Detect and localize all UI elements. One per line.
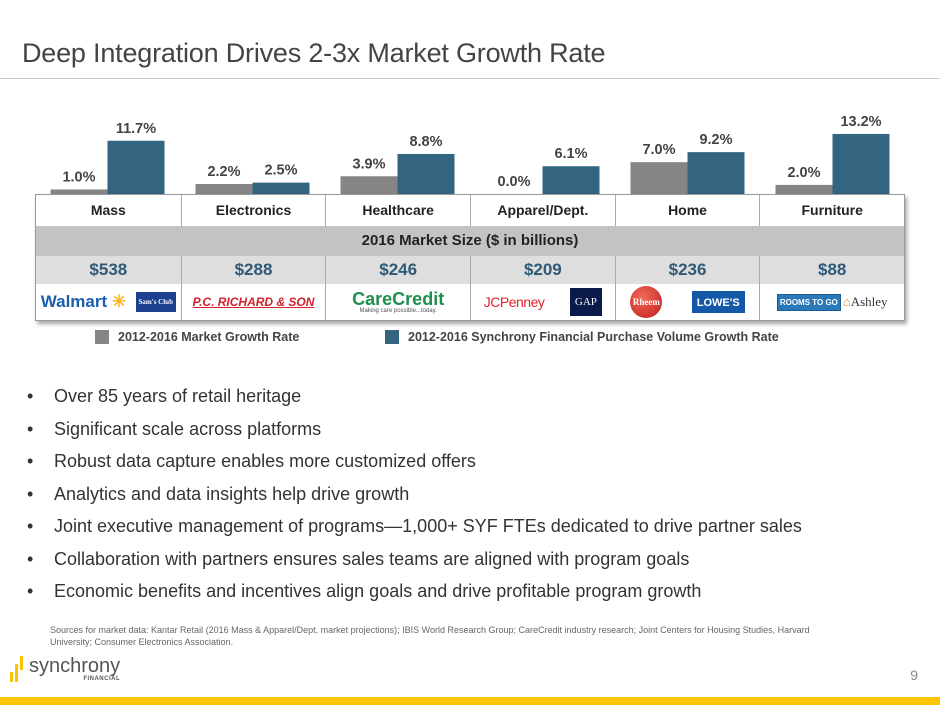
partner-logos-mass: Walmart ✳ Sam's Club	[36, 284, 181, 320]
data-label: 6.1%	[554, 146, 587, 162]
bullet-item: Joint executive management of programs—1…	[27, 514, 802, 547]
market-table: Mass Electronics Healthcare Apparel/Dept…	[35, 194, 905, 321]
bullet-item: Analytics and data insights help drive g…	[27, 482, 802, 515]
legend-item-syf-growth: 2012-2016 Synchrony Financial Purchase V…	[385, 330, 779, 344]
legend-label: 2012-2016 Market Growth Rate	[118, 330, 300, 344]
data-label: 2.2%	[207, 164, 240, 180]
market-size: $288	[180, 256, 326, 284]
brand-name: synchrony	[29, 655, 121, 677]
pc-richard-logo: P.C. RICHARD & SON	[192, 295, 315, 309]
walmart-logo: Walmart ✳	[40, 292, 127, 311]
data-label: 9.2%	[699, 132, 732, 148]
data-label: 1.0%	[62, 169, 95, 185]
partner-logos-furniture: ROOMS TO GO ⌂Ashley	[759, 284, 904, 320]
bar-market-home	[630, 162, 688, 194]
category-label: Home	[614, 195, 760, 226]
data-label: 13.2%	[840, 114, 881, 130]
bullet-item: Economic benefits and incentives align g…	[27, 579, 802, 612]
market-size: $246	[325, 256, 470, 284]
bar-syf-electronics	[252, 182, 310, 194]
bullet-item: Robust data capture enables more customi…	[27, 449, 802, 482]
bar-market-healthcare	[340, 176, 398, 194]
legend-swatch	[95, 330, 109, 344]
data-label: 2.5%	[264, 163, 297, 179]
ashley-logo: ⌂Ashley	[842, 294, 888, 309]
market-size-header: 2016 Market Size ($ in billions)	[36, 226, 904, 256]
partner-logos-electronics: P.C. RICHARD & SON	[180, 284, 326, 320]
rooms-to-go-logo: ROOMS TO GO	[776, 293, 841, 311]
bar-syf-appareldept	[542, 166, 600, 194]
bar-syf-home	[687, 152, 745, 194]
brand-accent-bar	[0, 697, 940, 705]
slide-title: Deep Integration Drives 2-3x Market Grow…	[22, 38, 606, 68]
legend-label: 2012-2016 Synchrony Financial Purchase V…	[408, 330, 779, 344]
bullet-item: Collaboration with partners ensures sale…	[27, 547, 802, 580]
bar-syf-furniture	[832, 133, 890, 194]
partner-logos-home: Rheem LOWE'S	[614, 284, 760, 320]
bullet-item: Over 85 years of retail heritage	[27, 384, 802, 417]
data-label: 8.8%	[409, 134, 442, 150]
carecredit-logo: CareCredit	[352, 289, 445, 309]
page-number: 9	[910, 667, 918, 683]
category-label: Electronics	[180, 195, 326, 226]
data-label: 11.7%	[116, 121, 156, 137]
brand-sub: FINANCIAL	[83, 676, 121, 682]
partner-logos-healthcare: CareCredit Making care possible...today.	[325, 284, 470, 320]
bar-market-mass	[50, 189, 108, 194]
partner-logos-apparel: JCPenney GAP	[470, 284, 615, 320]
synchrony-bars-icon	[10, 656, 23, 682]
carecredit-tagline: Making care possible...today.	[359, 308, 437, 314]
title-divider	[0, 78, 940, 79]
market-size: $236	[614, 256, 760, 284]
jcpenney-logo: JCPenney	[483, 294, 545, 310]
bullet-item: Significant scale across platforms	[27, 417, 802, 450]
market-size: $88	[759, 256, 904, 284]
legend-swatch	[385, 330, 399, 344]
bar-chart: 1.0% 11.7% 2.2% 2.5% 3.9% 8.8% 0.0% 6.1% 7.0% 9.2…	[50, 114, 890, 194]
bar-market-electronics	[195, 183, 253, 194]
sources-footnote: Sources for market data: Kantar Retail (…	[50, 625, 810, 647]
synchrony-logo: synchrony FINANCIAL	[10, 656, 120, 682]
market-size: $209	[470, 256, 615, 284]
category-label: Healthcare	[325, 195, 470, 226]
bar-syf-mass	[107, 140, 165, 194]
legend-item-market-growth: 2012-2016 Market Growth Rate	[95, 330, 299, 344]
data-label: 2.0%	[787, 165, 820, 181]
category-label: Furniture	[759, 195, 904, 226]
bar-syf-healthcare	[397, 153, 455, 194]
bullet-list: Over 85 years of retail heritage Signifi…	[27, 384, 802, 612]
category-label: Apparel/Dept.	[470, 195, 615, 226]
category-label: Mass	[90, 202, 126, 218]
data-label: 3.9%	[352, 156, 385, 172]
data-label: 7.0%	[642, 142, 675, 158]
bar-market-furniture	[775, 184, 833, 194]
gap-logo: GAP	[569, 288, 602, 316]
market-size: $538	[89, 260, 128, 279]
data-label: 0.0%	[497, 174, 530, 190]
rheem-logo: Rheem	[630, 286, 663, 318]
lowes-logo: LOWE'S	[691, 291, 745, 313]
sams-club-logo: Sam's Club	[135, 292, 176, 312]
